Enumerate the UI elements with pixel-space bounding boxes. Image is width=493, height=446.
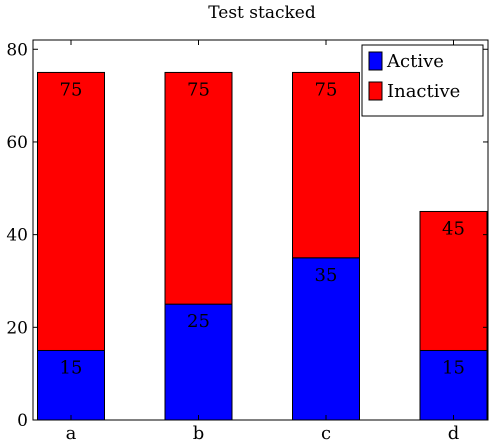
data-label-inactive-c: 75 (315, 79, 338, 100)
plot-area: 15 75 25 75 35 75 15 45 (37, 71, 488, 421)
bar-active-a (37, 349, 105, 421)
x-tick-label: c (321, 423, 331, 444)
legend-label-inactive: Inactive (387, 81, 460, 102)
legend-swatch-active (368, 51, 383, 71)
bar-active-b (164, 303, 233, 421)
data-label-active-a: 15 (60, 357, 83, 378)
x-tick-label: d (448, 423, 460, 444)
axes: 0 20 40 60 80 a b c d (6, 39, 489, 444)
legend: Active Inactive (361, 44, 484, 117)
data-label-inactive-b: 75 (187, 79, 210, 100)
legend-label-active: Active (386, 51, 444, 72)
bar-inactive-c (292, 71, 360, 259)
chart-title: Test stacked (208, 3, 316, 23)
data-label-active-c: 35 (315, 265, 338, 286)
data-label-inactive-a: 75 (60, 79, 83, 100)
y-tick-label: 0 (17, 411, 28, 431)
y-tick-label: 40 (6, 226, 28, 246)
data-label-active-d: 15 (442, 357, 465, 378)
legend-swatch-inactive (368, 81, 383, 101)
y-tick-label: 80 (6, 40, 28, 60)
y-tick-label: 60 (6, 133, 28, 153)
data-label-active-b: 25 (187, 311, 210, 332)
bar-inactive-a (37, 71, 105, 351)
bar-inactive-b (164, 71, 233, 305)
data-label-inactive-d: 45 (442, 218, 465, 239)
x-tick-label: b (193, 423, 205, 444)
x-tick-label: a (66, 423, 77, 444)
y-tick-label: 20 (6, 318, 28, 338)
axis-frame (32, 39, 489, 421)
bar-inactive-d (419, 210, 488, 351)
